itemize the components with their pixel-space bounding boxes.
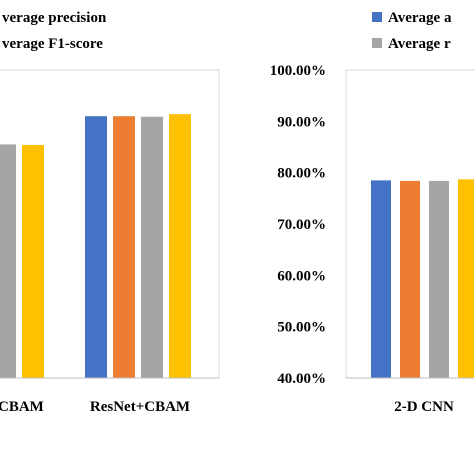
left-category-label-1: CBAM: [0, 399, 44, 415]
y-tick-label: 90.00%: [277, 114, 326, 130]
y-tick-label: 60.00%: [277, 268, 326, 284]
bar-resnet-cbam-series-1: [85, 116, 107, 378]
left-legend: verage precision verage F1-score: [2, 10, 107, 52]
legend-label-a: Average a: [388, 10, 452, 26]
bar-resnet-cbam-series-3: [141, 116, 163, 379]
legend-swatch-r: [372, 38, 382, 48]
left-category-label-2: ResNet+CBAM: [90, 399, 190, 415]
bar-2-d-cnn-series-2: [400, 180, 420, 378]
right-bars: [371, 179, 474, 378]
y-tick-label: 50.00%: [277, 320, 326, 336]
right-y-tick-labels: 100.00% 90.00% 80.00% 70.00% 60.00% 50.00% 40.…: [270, 63, 326, 387]
bar-2-d-cnn-series-1: [371, 180, 391, 378]
right-category-label-1: 2-D CNN: [394, 399, 454, 415]
legend-label-precision: verage precision: [2, 10, 107, 26]
bar-2-d-cnn-series-3: [429, 180, 449, 378]
left-bars: [0, 114, 191, 379]
left-chart: verage precision verage F1-score CBAM Re…: [0, 10, 220, 415]
y-tick-label: 80.00%: [277, 166, 326, 182]
legend-label-r: Average r: [388, 36, 451, 52]
right-legend: Average a Average r: [372, 10, 452, 52]
legend-swatch-a: [372, 12, 382, 22]
bar-cbam-series-3: [0, 144, 16, 378]
legend-label-f1: verage F1-score: [2, 36, 103, 52]
bar-cbam-series-4: [22, 144, 44, 378]
right-chart: 100.00% 90.00% 80.00% 70.00% 60.00% 50.00% 40.…: [270, 10, 474, 415]
bar-resnet-cbam-series-2: [113, 116, 135, 378]
y-tick-label: 70.00%: [277, 217, 326, 233]
y-tick-label: 100.00%: [270, 63, 326, 79]
bar-resnet-cbam-series-4: [169, 114, 191, 378]
y-tick-label: 40.00%: [277, 371, 326, 387]
bar-2-d-cnn-series-4: [458, 179, 474, 378]
